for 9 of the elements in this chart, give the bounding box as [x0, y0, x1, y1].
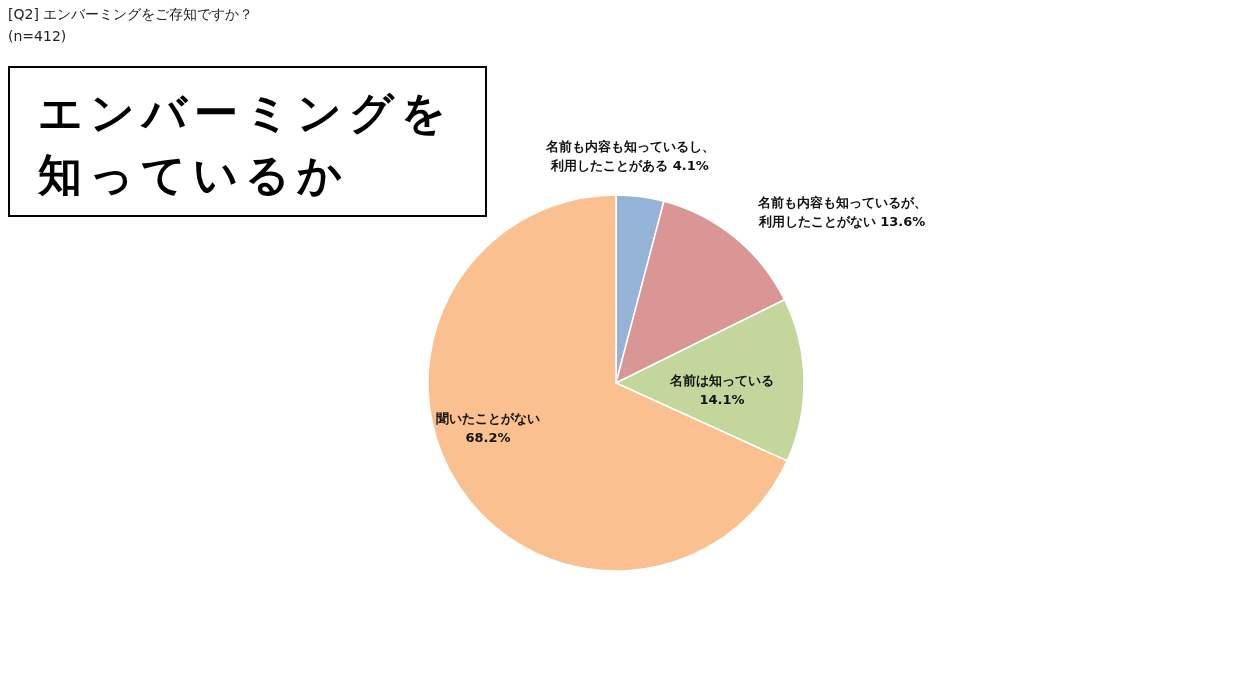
data-label: 14.1% — [699, 391, 745, 407]
text: エンバーミングを知っているか — [8, 66, 487, 217]
text: [Q2] エンバーミングをご存知ですか？ — [8, 6, 254, 24]
data-label: 13.6% — [880, 213, 926, 229]
data-label: 4.1% — [672, 157, 709, 173]
data-label: 68.2% — [465, 429, 511, 445]
slice-label: 名前は知っている — [670, 373, 774, 388]
slice-label: 聞いたことがない — [436, 411, 540, 426]
text: (n=412) — [8, 28, 67, 44]
